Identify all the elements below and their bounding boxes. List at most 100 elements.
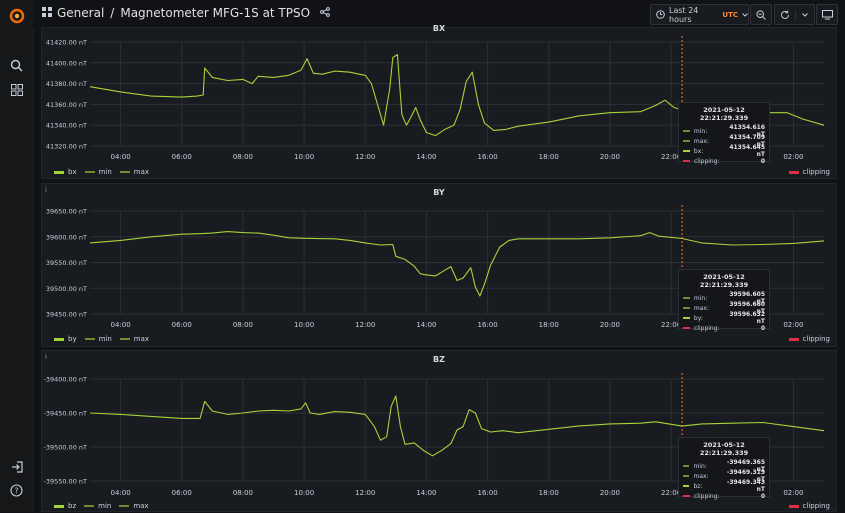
help-icon[interactable]: ?: [6, 480, 27, 501]
sign-in-icon[interactable]: [6, 456, 27, 477]
y-tick-label: 41400.00 nT: [46, 59, 87, 67]
time-range-label: Last 24 hours: [669, 5, 699, 24]
hover-tooltip: 2021-05-12 22:21:29.339 min: 39596.605 nT…: [678, 269, 770, 332]
info-icon[interactable]: i: [45, 353, 47, 361]
legend: by min max: [54, 335, 157, 343]
legend-item-clipping[interactable]: clipping: [788, 335, 830, 343]
info-icon[interactable]: i: [45, 186, 47, 194]
x-tick-label: 20:00: [600, 321, 620, 329]
legend-item-max[interactable]: max: [119, 502, 149, 510]
grafana-logo-icon[interactable]: [6, 5, 27, 26]
refresh-icon[interactable]: [775, 9, 796, 20]
chart-by[interactable]: 39650.00 nT 39600.00 nT 39550.00 nT 39500.0…: [42, 184, 838, 348]
panel-title[interactable]: BX: [432, 24, 446, 33]
zoom-out-icon: [756, 9, 766, 20]
timezone-label: UTC: [722, 10, 738, 19]
y-tick-label: 39650.00 nT: [46, 208, 87, 216]
x-tick-label: 08:00: [233, 321, 253, 329]
tv-mode-button[interactable]: [816, 4, 838, 25]
chart-bx[interactable]: 41420.00 nT 41400.00 nT 41380.00 nT 41360.0…: [42, 28, 838, 180]
series-line-bx: [89, 53, 825, 137]
chart-bz[interactable]: -39400.00 nT -39450.00 nT -39500.00 nT -395…: [42, 351, 838, 513]
x-tick-label: 10:00: [294, 321, 314, 329]
legend-item-clipping[interactable]: clipping: [788, 502, 830, 510]
refresh-button-group[interactable]: [774, 4, 815, 25]
x-tick-label: 16:00: [477, 321, 497, 329]
x-tick-label: 22:00: [661, 153, 681, 161]
x-tick-label: 14:00: [416, 489, 436, 497]
tooltip-row-bx: bx: 41354.645 nT: [683, 144, 765, 158]
panel-bz[interactable]: i BZ -39400.00 nT -39450.00 nT -39500.00 n…: [41, 350, 837, 512]
tooltip-time: 2021-05-12 22:21:29.339: [699, 273, 749, 289]
svg-text:?: ?: [14, 486, 18, 495]
x-tick-label: 02:00: [783, 489, 803, 497]
y-tick-label: 41360.00 nT: [46, 101, 87, 109]
y-tick-label: -39500.00 nT: [43, 444, 87, 452]
legend-item-bz[interactable]: bz: [54, 502, 76, 510]
x-tick-label: 02:00: [783, 153, 803, 161]
series-line-by: [89, 231, 825, 297]
y-tick-label: -39450.00 nT: [43, 410, 87, 418]
tooltip-row-bz: bz: -39469.343 nT: [683, 479, 765, 493]
legend-item-bx[interactable]: bx: [54, 168, 77, 176]
x-tick-label: 14:00: [416, 321, 436, 329]
dashboards-grid-icon: [42, 6, 52, 20]
x-tick-label: 20:00: [600, 489, 620, 497]
x-tick-label: 16:00: [477, 153, 497, 161]
legend-item-clipping[interactable]: clipping: [788, 168, 830, 176]
tooltip-row-clipping: clipping: 0: [683, 491, 765, 501]
panel-by[interactable]: i BY 39650.00 nT 39600.00 nT 39550.00 nT 39…: [41, 183, 837, 347]
legend-item-max[interactable]: max: [119, 168, 149, 176]
time-range-picker[interactable]: Last 24 hours UTC: [650, 4, 749, 25]
x-tick-label: 20:00: [600, 153, 620, 161]
sidebar: ?: [0, 0, 34, 512]
tooltip-row-min: min: -39469.365 nT: [683, 459, 765, 473]
dashboard-title[interactable]: Magnetometer MFG-1S at TPSO: [120, 6, 311, 20]
x-tick-label: 12:00: [355, 321, 375, 329]
x-tick-label: 02:00: [783, 321, 803, 329]
clock-icon: [656, 10, 665, 19]
x-tick-label: 10:00: [294, 489, 314, 497]
tooltip-row-clipping: clipping: 0: [683, 156, 765, 166]
legend: bx min max: [54, 168, 157, 176]
x-tick-label: 06:00: [172, 153, 192, 161]
series-line-bz: [89, 395, 825, 457]
refresh-interval-chevron-icon[interactable]: [796, 12, 814, 17]
legend-item-min[interactable]: min: [84, 502, 111, 510]
tooltip-row-min: min: 39596.605 nT: [683, 291, 765, 305]
panel-title[interactable]: BZ: [433, 355, 445, 364]
y-tick-label: 39600.00 nT: [46, 233, 87, 241]
tooltip-row-by: by: 39596.632 nT: [683, 311, 765, 325]
legend-item-by[interactable]: by: [54, 335, 77, 343]
breadcrumb: General / Magnetometer MFG-1S at TPSO: [42, 6, 336, 20]
legend-item-min[interactable]: min: [84, 335, 112, 343]
y-tick-label: 39450.00 nT: [46, 311, 87, 319]
dashboards-icon[interactable]: [6, 79, 27, 100]
x-tick-label: 22:00: [661, 489, 681, 497]
x-tick-label: 12:00: [355, 153, 375, 161]
x-tick-label: 18:00: [539, 321, 559, 329]
y-tick-label: -39550.00 nT: [43, 478, 87, 486]
monitor-icon: [821, 9, 833, 19]
x-tick-label: 08:00: [233, 489, 253, 497]
y-tick-label: 39550.00 nT: [46, 259, 87, 267]
x-tick-label: 14:00: [416, 153, 436, 161]
chevron-down-icon: [742, 12, 748, 17]
panel-bx[interactable]: BX 41420.00 nT 41400.00 nT 41380.00 nT 4136…: [41, 24, 838, 180]
y-tick-label: 41380.00 nT: [46, 80, 87, 88]
panel-title[interactable]: BY: [433, 188, 445, 197]
legend-item-max[interactable]: max: [119, 335, 149, 343]
folder-link[interactable]: General: [57, 6, 105, 20]
zoom-out-button[interactable]: [750, 4, 772, 25]
tooltip-time: 2021-05-12 22:21:29.339: [699, 441, 749, 457]
y-tick-label: -39400.00 nT: [43, 376, 87, 384]
search-icon[interactable]: [6, 55, 27, 76]
share-icon[interactable]: [320, 6, 330, 20]
x-tick-label: 16:00: [477, 489, 497, 497]
x-tick-label: 18:00: [539, 489, 559, 497]
y-tick-label: 41320.00 nT: [46, 143, 87, 151]
x-tick-label: 18:00: [539, 153, 559, 161]
x-tick-label: 04:00: [110, 321, 130, 329]
legend-item-min[interactable]: min: [84, 168, 112, 176]
x-tick-label: 06:00: [172, 321, 192, 329]
